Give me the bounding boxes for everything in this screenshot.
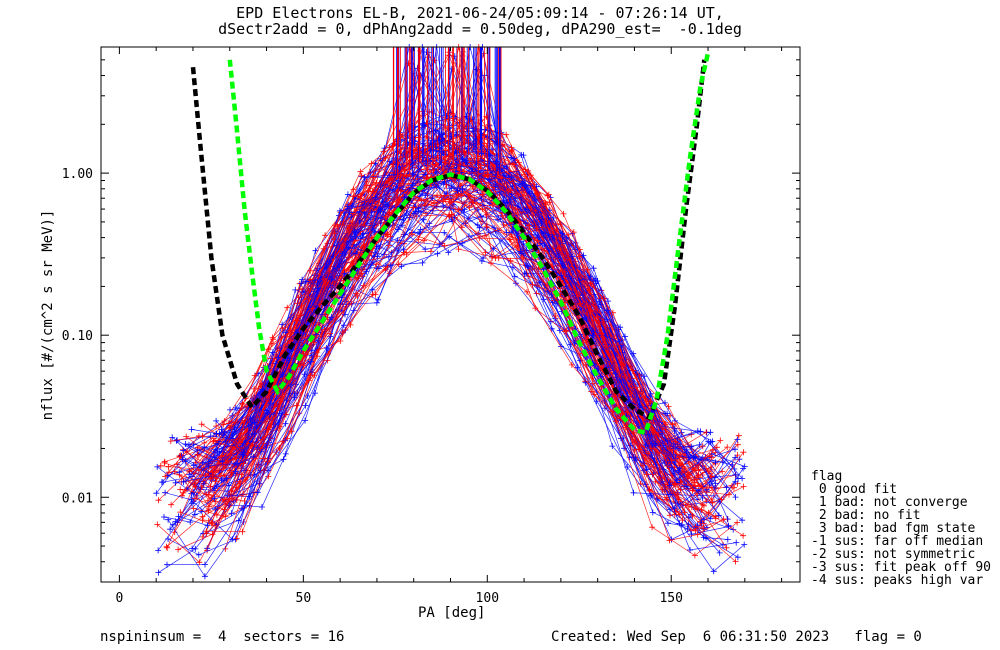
- trace: [175, 181, 679, 553]
- x-tick-label: 150: [659, 591, 682, 606]
- trace: [207, 115, 676, 482]
- y-tick-label: 0.10: [62, 329, 93, 344]
- legend-item: -2 sus: not symmetric: [811, 547, 976, 562]
- footer-created: Created: Wed Sep 6 06:31:50 2023 flag = …: [551, 629, 922, 645]
- legend-item: 1 bad: not converge: [811, 495, 968, 510]
- legend-item: 0 good fit: [811, 482, 898, 497]
- trace: [203, 212, 741, 559]
- trace: [169, 195, 740, 553]
- trace: [218, 44, 681, 484]
- legend-item: -3 sus: fit peak off 90: [811, 560, 992, 575]
- chart-subtitle: dSectr2add = 0, dPhAng2add = 0.50deg, dP…: [218, 20, 742, 38]
- trace: [165, 228, 674, 558]
- measurement-traces: [153, 44, 748, 580]
- legend-header: flag: [811, 469, 843, 484]
- x-tick-label: 100: [476, 591, 499, 606]
- legend-item: 2 bad: no fit: [811, 508, 921, 523]
- y-axis-label: nflux [#/(cm^2 s sr MeV)]: [40, 209, 56, 421]
- fit-curve-black: [190, 59, 707, 421]
- fit-curve-green: [227, 52, 711, 436]
- y-tick-label: 0.01: [62, 491, 93, 506]
- x-axis-label: PA [deg]: [418, 605, 486, 621]
- legend-item: 3 bad: bad fgm state: [811, 521, 976, 536]
- x-tick-label: 50: [296, 591, 312, 606]
- axes: 0 50 100 150 0.01 0.10 1.00: [62, 46, 800, 606]
- legend-item: -4 sus: peaks high var: [811, 573, 984, 588]
- footer-spin-info: nspininsum = 4 sectors = 16: [100, 629, 345, 645]
- legend-item: -1 sus: far off median: [811, 534, 984, 549]
- y-tick-label: 1.00: [62, 167, 93, 182]
- fit-curves: [190, 52, 711, 436]
- x-tick-label: 0: [115, 591, 123, 606]
- chart-title: EPD Electrons EL-B, 2021-06-24/05:09:14 …: [236, 4, 724, 22]
